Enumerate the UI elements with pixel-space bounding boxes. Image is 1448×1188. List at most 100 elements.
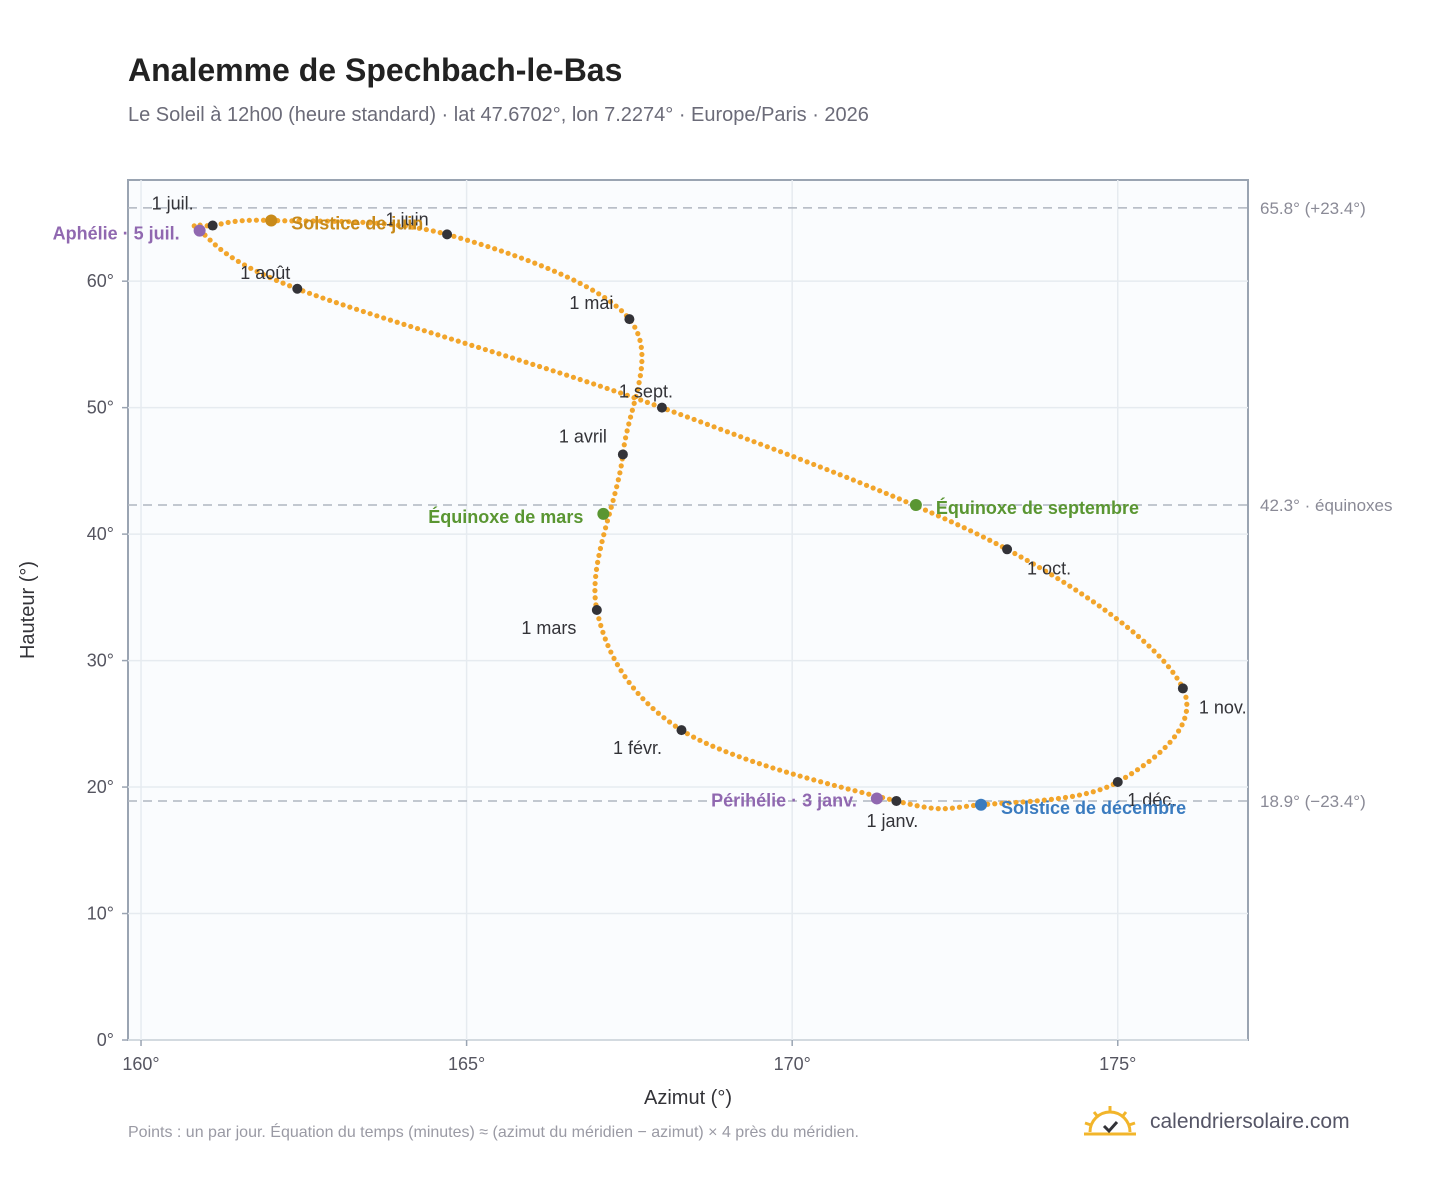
daily-point [260,271,267,278]
daily-point [557,370,563,376]
daily-point [437,230,443,236]
daily-point [593,566,600,573]
daily-point [207,237,213,243]
plot-area [127,179,1249,1041]
daily-point [253,217,259,223]
daily-point [1073,587,1079,593]
daily-point [599,538,605,545]
daily-point [710,743,716,749]
daily-point [1130,629,1136,635]
daily-point [597,545,604,552]
daily-point [992,801,998,807]
daily-point [289,218,295,224]
daily-point [503,353,509,359]
daily-point [408,323,414,330]
daily-point [859,789,865,796]
daily-point [1084,595,1091,601]
daily-point [416,225,422,231]
daily-point [1061,579,1067,585]
daily-point [1102,607,1108,613]
daily-point [691,416,697,423]
daily-point [1076,792,1083,798]
daily-point [629,407,635,413]
event-label: Équinoxe de mars [428,506,583,527]
daily-point [1006,800,1012,806]
daily-point [811,461,817,468]
daily-point [1079,591,1085,597]
daily-point [596,552,602,559]
daily-point [324,218,330,224]
daily-point [637,337,643,343]
daily-point [797,773,803,779]
daily-point [736,754,742,760]
brand[interactable]: calendriersolaire.com [1082,1104,1350,1140]
daily-point [1176,728,1182,734]
daily-point [583,284,590,290]
daily-point [1027,798,1033,805]
daily-point [626,421,632,427]
daily-point [353,306,360,312]
daily-point [618,463,624,469]
analemma-curve [191,217,1190,812]
daily-point [948,519,954,525]
daily-point [310,218,316,224]
daily-point [532,260,538,266]
event-marker [597,507,610,520]
daily-point [751,439,757,445]
daily-point [716,746,722,752]
daily-point [317,218,323,224]
daily-point [929,510,935,516]
daily-point [928,805,934,811]
daily-point [564,372,570,378]
daily-point [545,265,551,272]
daily-point [273,277,280,283]
daily-point [340,302,346,308]
daily-point [1043,568,1049,574]
daily-point [1048,796,1054,802]
month-marker [656,402,667,413]
month-label: 1 mars [521,618,576,638]
daily-point [831,782,837,789]
daily-point [1146,758,1152,765]
daily-point [635,690,641,697]
daily-point [771,446,777,452]
daily-point [1012,550,1018,557]
y-tick-label: 30° [87,651,114,671]
daily-point [650,705,656,712]
y-axis-label: Hauteur (°) [17,561,39,659]
daily-point [611,655,617,662]
month-label: 1 nov. [1199,697,1247,717]
daily-point [763,763,769,769]
daily-point [942,806,948,812]
daily-point [607,299,614,305]
daily-point [611,388,617,394]
daily-point [617,470,623,476]
daily-point [604,518,611,524]
daily-point [602,525,609,531]
daily-point [1024,557,1030,564]
daily-point [306,290,313,296]
daily-point [624,392,630,398]
daily-point [644,399,650,405]
month-label: 1 avril [559,426,607,446]
daily-point [523,359,529,365]
daily-point [612,490,618,497]
daily-point [537,363,543,370]
daily-point [1113,616,1120,622]
daily-point [718,426,724,432]
daily-point [374,313,380,319]
daily-point [212,242,218,248]
daily-point [387,317,394,323]
daily-point [260,217,267,223]
daily-point [639,358,645,365]
daily-point [571,277,577,283]
daily-point [374,220,380,226]
daily-point [1049,572,1055,578]
daily-point [614,484,620,490]
daily-point [993,540,999,547]
daily-point [421,328,427,334]
daily-point [327,297,333,303]
daily-point [1122,774,1129,780]
daily-point [900,800,906,806]
daily-point [764,444,770,450]
